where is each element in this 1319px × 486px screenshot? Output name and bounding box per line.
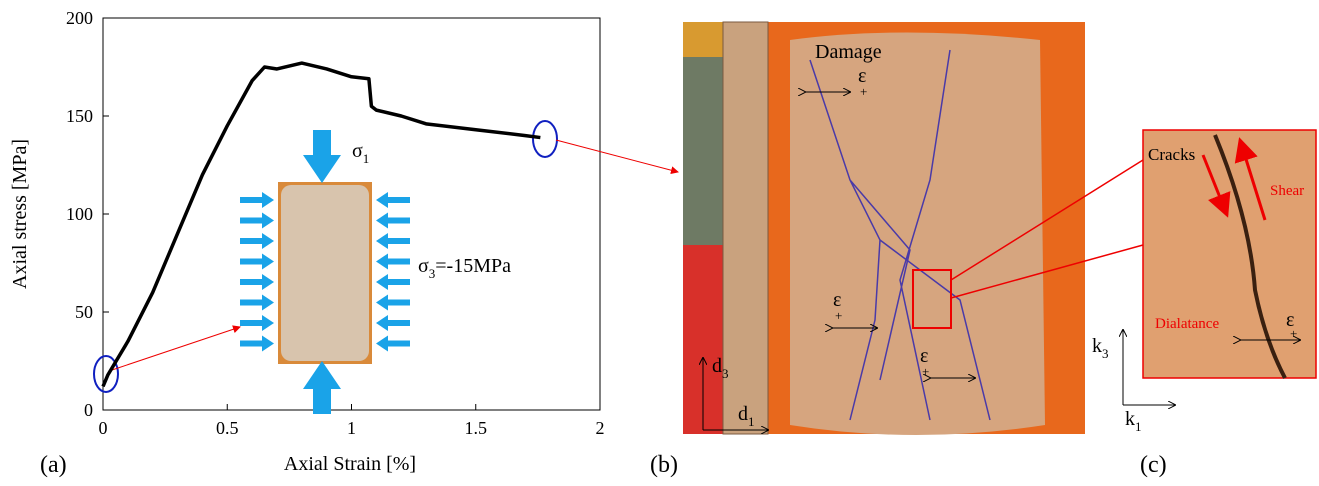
pressure-arrow: [240, 192, 274, 208]
strain-symbol: ε: [858, 65, 866, 87]
pointer-arrow: [111, 325, 241, 371]
pressure-arrow: [376, 315, 410, 331]
subscript: 3: [1102, 346, 1109, 361]
pointer-arrow: [555, 139, 679, 175]
y-axis-label: Axial stress [MPa]: [9, 139, 31, 289]
y-tick-label: 150: [66, 106, 93, 126]
x-tick-label: 2: [596, 418, 605, 438]
strain-symbol: ε: [833, 289, 841, 311]
panel-label: (c): [1140, 452, 1167, 478]
highlight-circle: [93, 355, 119, 393]
symbol: σ: [418, 255, 429, 277]
subscript: 1: [748, 414, 755, 429]
panel-label: (a): [40, 452, 67, 478]
subscript: 1: [363, 151, 370, 166]
pressure-arrow: [240, 335, 274, 352]
damage-label: Damage: [815, 41, 882, 63]
pressure-arrow: [240, 294, 274, 311]
pressure-arrow: [240, 212, 274, 229]
chart-a: Axial Strain [%] Axial stress [MPa] (a) …: [9, 8, 679, 478]
axis-d3: d3: [712, 355, 729, 381]
axis-d1: d1: [738, 403, 755, 429]
x-tick-label: 0: [99, 418, 108, 438]
plus-sign: +: [922, 364, 929, 379]
pressure-arrow: [240, 233, 274, 249]
photo-b: Damage ε + ε + ε + d3 d1 (b): [650, 21, 1144, 478]
sigma1-label: σ1: [352, 140, 369, 166]
plus-sign: +: [835, 308, 842, 323]
y-tick-label: 0: [84, 400, 93, 420]
pressure-arrow: [240, 274, 274, 290]
y-tick-label: 200: [66, 8, 93, 28]
plus-sign: +: [860, 84, 867, 99]
symbol: d: [738, 403, 748, 425]
x-tick-label: 1.5: [465, 418, 488, 438]
pressure-arrow: [376, 335, 410, 352]
pressure-arrow: [376, 253, 410, 270]
pressure-arrow: [376, 192, 410, 208]
subscript: 3: [722, 366, 729, 381]
subscript: 1: [1135, 419, 1142, 434]
symbol: d: [712, 355, 722, 377]
x-axis-label: Axial Strain [%]: [284, 453, 416, 475]
symbol: k: [1092, 335, 1102, 357]
strain-symbol: ε: [1286, 309, 1294, 331]
pressure-arrow: [376, 294, 410, 311]
pressure-arrow: [376, 233, 410, 249]
dilatance-label: Dialatance: [1155, 316, 1219, 332]
axis-k3: k3: [1092, 335, 1109, 361]
strain-symbol: ε: [920, 345, 928, 367]
subscript: 3: [429, 266, 436, 281]
photo-c: Cracks Shear Dialatance ε + k3 k1 (c): [1092, 129, 1317, 478]
suffix: =-15MPa: [435, 255, 511, 277]
x-tick-label: 0.5: [216, 418, 239, 438]
sigma3-label: σ3=-15MPa: [418, 255, 511, 281]
symbol: k: [1125, 408, 1135, 430]
pressure-arrow: [240, 253, 274, 270]
symbol: σ: [352, 140, 363, 162]
axis-k1: k1: [1125, 408, 1142, 434]
data-line: [101, 61, 541, 388]
y-tick-label: 100: [66, 204, 93, 224]
pressure-arrow: [376, 274, 410, 290]
specimen-inset: σ1 σ3=-15MPa: [240, 130, 511, 414]
shear-label: Shear: [1270, 183, 1304, 199]
y-tick-label: 50: [75, 302, 93, 322]
cracks-label: Cracks: [1148, 145, 1195, 164]
highlight-circle: [532, 120, 558, 158]
pressure-arrow: [240, 315, 274, 331]
panel-label: (b): [650, 452, 678, 478]
pressure-arrow: [376, 212, 410, 229]
plus-sign: +: [1290, 326, 1297, 341]
x-tick-label: 1: [347, 418, 356, 438]
